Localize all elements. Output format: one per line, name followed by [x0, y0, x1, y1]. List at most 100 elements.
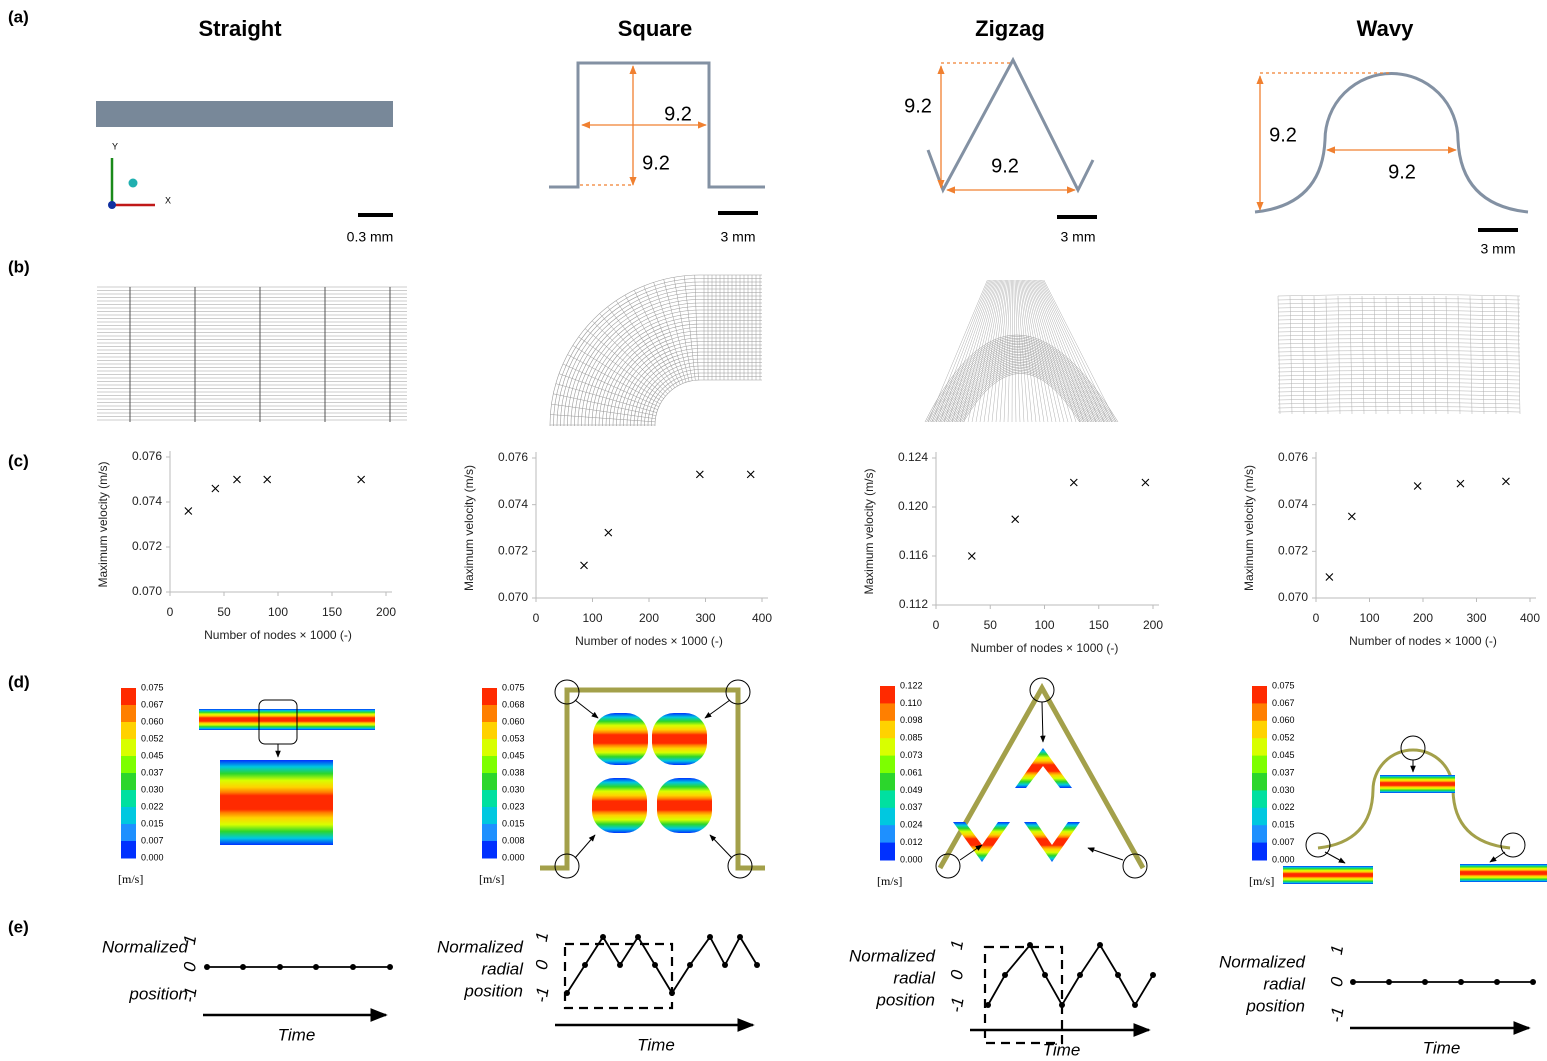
velocity-contour [953, 822, 1010, 862]
mesh-line [648, 373, 762, 426]
radial-tick: -1 [179, 986, 200, 1004]
data-point [264, 476, 271, 483]
y-tick-label: 0.070 [498, 590, 528, 604]
colorbar-label: 0.052 [1272, 733, 1295, 743]
unit-label: [m/s] [479, 872, 504, 886]
data-point [1457, 480, 1464, 487]
colorbar-segment [880, 790, 895, 808]
colorbar-label: 0.049 [900, 785, 923, 795]
panel-label: (e) [8, 917, 29, 936]
colorbar-segment [482, 739, 497, 757]
x-tick-label: 300 [695, 611, 715, 625]
channel [96, 101, 393, 127]
zoom-arrow [1490, 852, 1505, 862]
mesh-line [1350, 296, 1352, 414]
x-axis-title: Number of nodes × 1000 (-) [575, 634, 723, 648]
unit-label: [m/s] [118, 872, 143, 886]
colorbar-label: 0.030 [502, 784, 525, 794]
trace-point [313, 964, 319, 970]
colorbar-label: 0.012 [900, 837, 923, 847]
colorbar-segment [1252, 756, 1267, 774]
radial-label: Normalized [1219, 952, 1306, 971]
trace-point [635, 934, 641, 940]
colorbar-label: 0.122 [900, 680, 923, 690]
colorbar-label: 0.045 [141, 750, 164, 760]
zoom-arrow [1325, 852, 1345, 863]
trace-point [1097, 942, 1103, 948]
light-source [129, 179, 138, 188]
x-tick-label: 100 [268, 605, 288, 619]
dimension-label: 9.2 [642, 152, 670, 174]
y-axis-title: Maximum velocity (m/s) [1242, 465, 1256, 591]
colorbar-segment [482, 773, 497, 791]
dimension-label: 9.2 [1269, 124, 1297, 146]
velocity-contour [657, 778, 712, 833]
mesh-line [988, 280, 1005, 422]
y-axis-title: Maximum velocity (m/s) [462, 465, 476, 591]
radial-label: Normalized [102, 937, 189, 956]
colorbar-segment [1252, 721, 1267, 739]
colorbar-segment [121, 705, 136, 723]
channel-outline [1318, 750, 1510, 848]
y-axis-title: Maximum velocity (m/s) [862, 468, 876, 594]
colorbar-label: 0.024 [900, 820, 923, 830]
zoom-arrow [1088, 848, 1123, 860]
panel-label: (b) [8, 257, 30, 276]
mesh-line [684, 276, 695, 380]
y-tick-label: 0.072 [132, 539, 162, 553]
mesh-line [1278, 371, 1520, 373]
column-title: Straight [198, 16, 282, 41]
trace-point [600, 934, 606, 940]
colorbar-label: 0.000 [502, 852, 525, 862]
velocity-contour [1015, 748, 1072, 788]
velocity-contour [1024, 822, 1080, 862]
data-point [1502, 478, 1509, 485]
colorbar-label: 0.015 [502, 818, 525, 828]
radial-label: radial [893, 968, 936, 987]
radial-label: radial [1263, 974, 1306, 993]
data-point [747, 471, 754, 478]
mesh-line [1012, 280, 1013, 422]
velocity-contour [220, 760, 333, 845]
colorbar-segment [880, 756, 895, 774]
scale-label: 3 mm [721, 229, 756, 245]
velocity-contour [593, 713, 648, 765]
colorbar-segment [880, 808, 895, 826]
figure: (a)(b)(c)(d)(e)StraightSquareZigzagWavyY… [0, 0, 1547, 1061]
mesh-line [1043, 280, 1112, 422]
y-tick-label: 0.116 [899, 548, 928, 562]
trace-point [387, 964, 393, 970]
axis-letter: Y [112, 141, 118, 151]
data-point [1414, 483, 1421, 490]
colorbar-label: 0.060 [1272, 715, 1295, 725]
x-tick-label: 50 [217, 605, 231, 619]
radial-label: Normalized [849, 946, 936, 965]
mesh-line [1494, 296, 1496, 414]
x-tick-label: 200 [639, 611, 659, 625]
x-axis-title: Number of nodes × 1000 (-) [971, 641, 1119, 655]
zoom-circle [1501, 833, 1525, 857]
colorbar-segment [1252, 790, 1267, 808]
trace-point [617, 962, 623, 968]
trace-point [687, 962, 693, 968]
radial-tick: 0 [1327, 975, 1347, 988]
y-tick-label: 0.076 [498, 450, 528, 464]
x-tick-label: 200 [376, 605, 396, 619]
radial-label: position [463, 981, 523, 1000]
mesh-line [1518, 296, 1520, 414]
panel-label: (c) [8, 451, 29, 470]
zoom-arrow [710, 835, 732, 858]
column-title: Wavy [1357, 16, 1414, 41]
mesh-line [1278, 295, 1520, 297]
trace-point [1530, 979, 1536, 985]
mesh-line [592, 321, 668, 394]
data-point [185, 508, 192, 515]
data-point [1070, 479, 1077, 486]
radial-tick: 1 [1327, 944, 1347, 957]
colorbar-label: 0.045 [502, 750, 525, 760]
radial-tick: 1 [180, 934, 200, 947]
colorbar-label: 0.015 [1272, 820, 1295, 830]
colorbar-segment [482, 824, 497, 842]
colorbar-label: 0.052 [141, 733, 164, 743]
position-trace [988, 945, 1153, 1005]
